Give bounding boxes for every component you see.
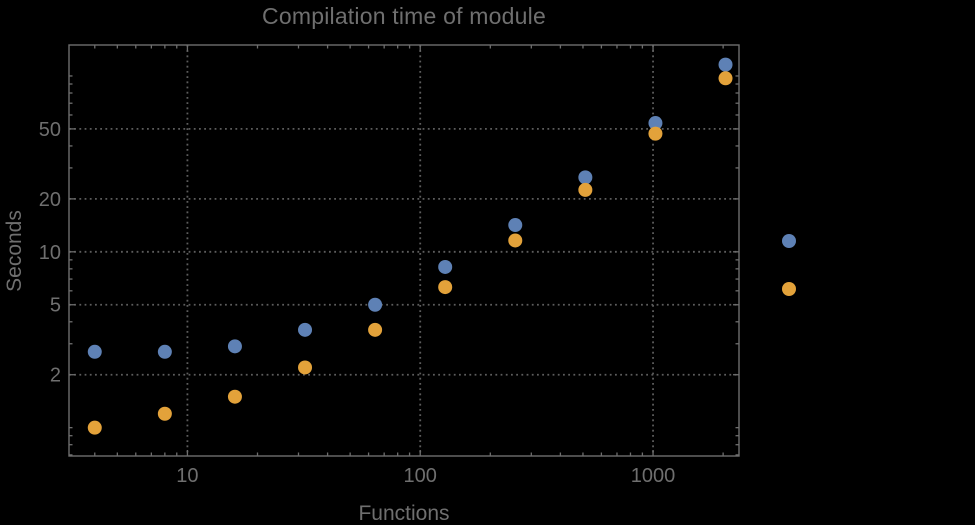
data-point-series2-x256	[508, 233, 523, 248]
data-point-series2-x64	[368, 322, 383, 337]
data-point-series1-x32	[298, 322, 313, 337]
x-axis-label: Functions	[358, 502, 450, 525]
data-point-series1-x2048	[718, 57, 733, 72]
chart-title: Compilation time of module	[262, 3, 546, 29]
data-point-series2-x1024	[648, 126, 663, 141]
y-tick-label-10: 10	[39, 242, 61, 264]
legend-marker-series1	[782, 234, 796, 248]
data-point-series1-x1024	[648, 116, 663, 131]
x-tick-label-100: 100	[404, 465, 437, 487]
data-point-series1-x8	[157, 344, 172, 359]
y-tick-label-50: 50	[39, 119, 61, 141]
data-point-series1-x16	[227, 339, 242, 354]
data-point-series1-x64	[368, 297, 383, 312]
legend-marker-series2	[782, 282, 796, 296]
data-point-series2-x512	[578, 182, 593, 197]
x-tick-label-10: 10	[176, 465, 198, 487]
plot-frame	[68, 44, 740, 457]
x-tick-label-1000: 1000	[631, 465, 676, 487]
data-point-series2-x2048	[718, 71, 733, 86]
data-point-series1-x256	[508, 218, 523, 233]
y-tick-label-5: 5	[50, 295, 61, 317]
data-point-series2-x8	[157, 406, 172, 421]
data-point-series2-x4	[87, 420, 102, 435]
y-tick-label-2: 2	[50, 365, 61, 387]
y-axis-label: Seconds	[3, 210, 26, 292]
data-point-series1-x512	[578, 170, 593, 185]
data-point-series1-x128	[438, 259, 453, 274]
data-point-series2-x16	[227, 389, 242, 404]
y-tick-label-20: 20	[39, 189, 61, 211]
data-point-series2-x128	[438, 280, 453, 295]
data-point-series1-x4	[87, 344, 102, 359]
data-point-series2-x32	[298, 360, 313, 375]
